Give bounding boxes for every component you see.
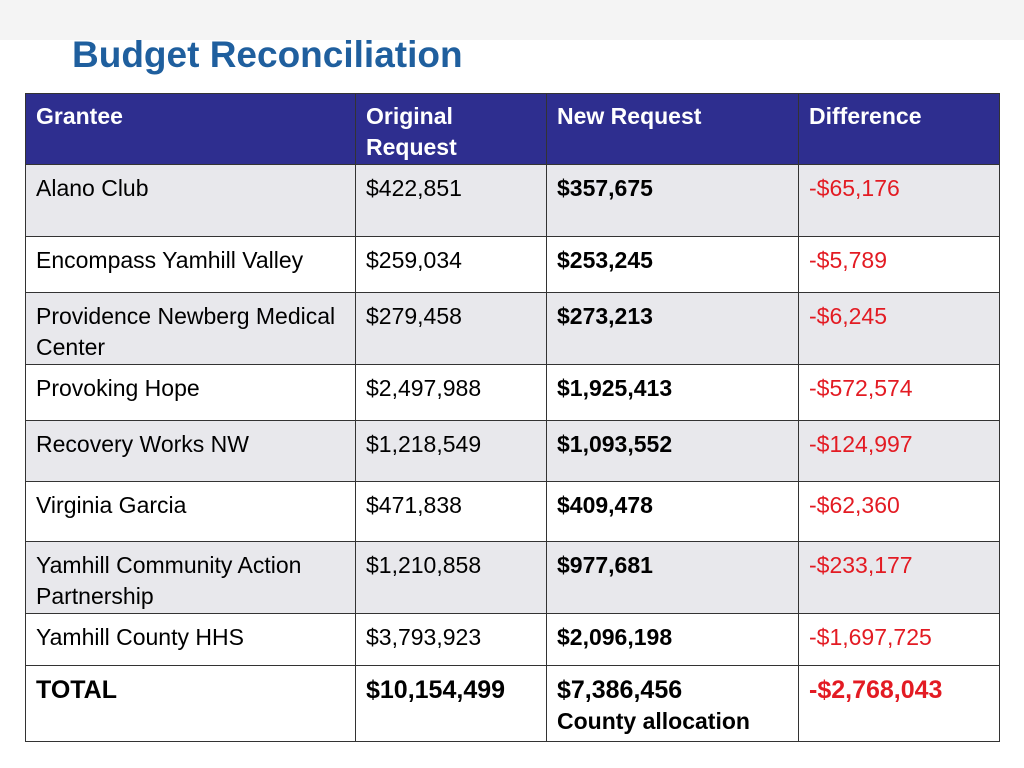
table-row: Encompass Yamhill Valley $259,034 $253,2… xyxy=(25,236,1000,293)
table-header-row: Grantee Original Request New Request Dif… xyxy=(25,93,1000,165)
cell-original: $279,458 xyxy=(355,292,547,365)
cell-new: $357,675 xyxy=(546,164,799,237)
header-difference: Difference xyxy=(798,93,1000,165)
header-new-request: New Request xyxy=(546,93,799,165)
cell-difference: -$62,360 xyxy=(798,481,1000,542)
cell-original: $1,218,549 xyxy=(355,420,547,482)
total-new-note: County allocation xyxy=(557,708,750,734)
table-row: Yamhill Community Action Partnership $1,… xyxy=(25,541,1000,614)
cell-new: $977,681 xyxy=(546,541,799,614)
total-new: $7,386,456 xyxy=(557,676,683,704)
cell-new: $273,213 xyxy=(546,292,799,365)
table-row: Providence Newberg Medical Center $279,4… xyxy=(25,292,1000,365)
table-row: Yamhill County HHS $3,793,923 $2,096,198… xyxy=(25,613,1000,666)
total-new-cell: $7,386,456 County allocation xyxy=(546,665,799,742)
top-band xyxy=(0,0,1024,40)
cell-difference: -$124,997 xyxy=(798,420,1000,482)
cell-difference: -$233,177 xyxy=(798,541,1000,614)
cell-new: $409,478 xyxy=(546,481,799,542)
cell-grantee: Providence Newberg Medical Center xyxy=(25,292,356,365)
cell-original: $471,838 xyxy=(355,481,547,542)
cell-original: $259,034 xyxy=(355,236,547,293)
cell-new: $1,925,413 xyxy=(546,364,799,421)
cell-difference: -$5,789 xyxy=(798,236,1000,293)
cell-difference: -$6,245 xyxy=(798,292,1000,365)
cell-grantee: Provoking Hope xyxy=(25,364,356,421)
header-grantee: Grantee xyxy=(25,93,356,165)
page-title: Budget Reconciliation xyxy=(72,34,463,75)
cell-difference: -$572,574 xyxy=(798,364,1000,421)
cell-grantee: Recovery Works NW xyxy=(25,420,356,482)
total-label: TOTAL xyxy=(25,665,356,742)
cell-original: $1,210,858 xyxy=(355,541,547,614)
cell-original: $2,497,988 xyxy=(355,364,547,421)
total-original: $10,154,499 xyxy=(355,665,547,742)
cell-grantee: Encompass Yamhill Valley xyxy=(25,236,356,293)
cell-grantee: Virginia Garcia xyxy=(25,481,356,542)
cell-new: $253,245 xyxy=(546,236,799,293)
cell-grantee: Yamhill County HHS xyxy=(25,613,356,666)
header-original-request: Original Request xyxy=(355,93,547,165)
table-row: Alano Club $422,851 $357,675 -$65,176 xyxy=(25,164,1000,237)
cell-new: $1,093,552 xyxy=(546,420,799,482)
table-row: Recovery Works NW $1,218,549 $1,093,552 … xyxy=(25,420,1000,482)
cell-difference: -$1,697,725 xyxy=(798,613,1000,666)
total-difference: -$2,768,043 xyxy=(798,665,1000,742)
cell-difference: -$65,176 xyxy=(798,164,1000,237)
total-row: TOTAL $10,154,499 $7,386,456 County allo… xyxy=(25,665,1000,742)
cell-grantee: Yamhill Community Action Partnership xyxy=(25,541,356,614)
cell-original: $422,851 xyxy=(355,164,547,237)
table-row: Provoking Hope $2,497,988 $1,925,413 -$5… xyxy=(25,364,1000,421)
cell-new: $2,096,198 xyxy=(546,613,799,666)
table-row: Virginia Garcia $471,838 $409,478 -$62,3… xyxy=(25,481,1000,542)
cell-grantee: Alano Club xyxy=(25,164,356,237)
budget-table: Grantee Original Request New Request Dif… xyxy=(25,93,1000,742)
cell-original: $3,793,923 xyxy=(355,613,547,666)
